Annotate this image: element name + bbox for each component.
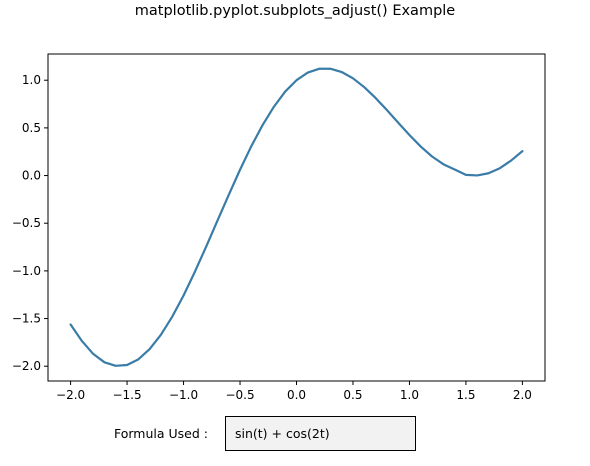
y-tick-label: −1.5 bbox=[12, 312, 41, 326]
y-tick-label: 1.0 bbox=[22, 73, 41, 87]
formula-label: Formula Used : bbox=[114, 426, 208, 441]
formula-textbox[interactable] bbox=[225, 416, 416, 451]
series-line bbox=[69, 67, 524, 367]
axes-frame bbox=[47, 53, 546, 382]
x-tick-label: 2.0 bbox=[513, 388, 532, 402]
x-tick-label: −1.5 bbox=[112, 388, 141, 402]
y-tick-label: −0.5 bbox=[12, 216, 41, 230]
y-tick-label: −2.0 bbox=[12, 359, 41, 373]
x-axis-ticks: −2.0 −1.5 −1.0 −0.5 0.0 0.5 1.0 1.5 2.0 bbox=[56, 381, 532, 402]
x-tick-label: 1.5 bbox=[456, 388, 475, 402]
x-tick-label: 0.5 bbox=[343, 388, 362, 402]
x-tick-label: 1.0 bbox=[400, 388, 419, 402]
y-tick-label: 0.5 bbox=[22, 121, 41, 135]
x-tick-label: −1.0 bbox=[169, 388, 198, 402]
x-tick-label: −2.0 bbox=[56, 388, 85, 402]
x-tick-label: −0.5 bbox=[225, 388, 254, 402]
x-tick-label: 0.0 bbox=[287, 388, 306, 402]
y-tick-label: 0.0 bbox=[22, 169, 41, 183]
figure-title: matplotlib.pyplot.subplots_adjust() Exam… bbox=[134, 3, 456, 19]
y-tick-label: −1.0 bbox=[12, 264, 41, 278]
y-axis-ticks: −2.0 −1.5 −1.0 −0.5 0.0 0.5 1.0 bbox=[12, 73, 48, 373]
